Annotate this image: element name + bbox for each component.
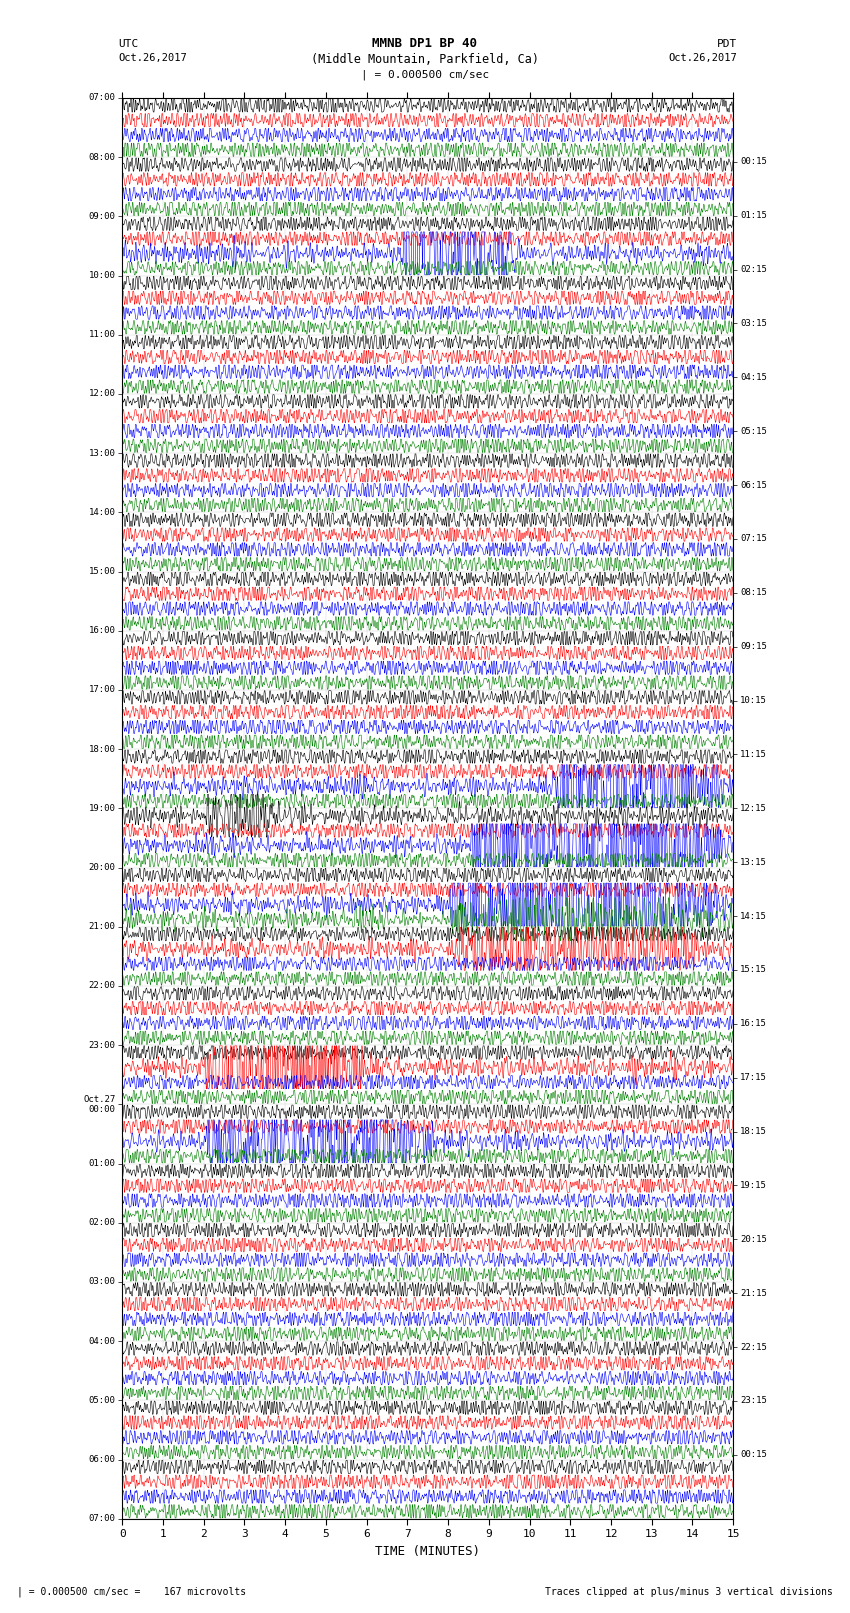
Text: MMNB DP1 BP 40: MMNB DP1 BP 40 [372, 37, 478, 50]
Text: UTC: UTC [118, 39, 139, 48]
Text: (Middle Mountain, Parkfield, Ca): (Middle Mountain, Parkfield, Ca) [311, 53, 539, 66]
Text: | = 0.000500 cm/sec: | = 0.000500 cm/sec [361, 69, 489, 81]
Text: Oct.26,2017: Oct.26,2017 [669, 53, 738, 63]
Text: PDT: PDT [717, 39, 738, 48]
X-axis label: TIME (MINUTES): TIME (MINUTES) [375, 1545, 480, 1558]
Text: | = 0.000500 cm/sec =    167 microvolts: | = 0.000500 cm/sec = 167 microvolts [17, 1586, 246, 1597]
Text: Oct.26,2017: Oct.26,2017 [118, 53, 187, 63]
Text: Traces clipped at plus/minus 3 vertical divisions: Traces clipped at plus/minus 3 vertical … [545, 1587, 833, 1597]
